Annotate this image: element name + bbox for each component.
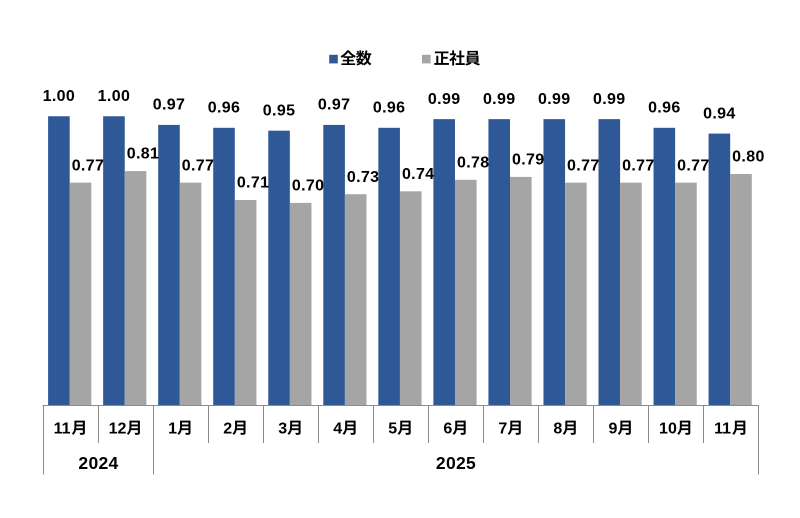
svg-text:0.77: 0.77 <box>72 157 105 174</box>
svg-text:0.77: 0.77 <box>622 157 655 174</box>
svg-text:11: 11 <box>714 421 731 438</box>
svg-text:0.97: 0.97 <box>318 97 351 114</box>
svg-text:0.95: 0.95 <box>263 102 296 119</box>
svg-text:0.80: 0.80 <box>732 149 765 166</box>
svg-text:0.70: 0.70 <box>292 177 325 194</box>
svg-text:0.97: 0.97 <box>153 97 186 114</box>
svg-text:0.74: 0.74 <box>402 166 435 183</box>
svg-text:12: 12 <box>109 421 127 438</box>
svg-text:4: 4 <box>333 421 342 438</box>
svg-text:6: 6 <box>443 421 452 438</box>
svg-text:0.96: 0.96 <box>208 100 241 117</box>
svg-text:10: 10 <box>659 421 677 438</box>
svg-text:1.00: 1.00 <box>98 88 131 105</box>
svg-text:0.77: 0.77 <box>677 157 710 174</box>
svg-text:3: 3 <box>278 421 287 438</box>
svg-text:0.99: 0.99 <box>593 91 626 108</box>
svg-text:2025: 2025 <box>436 453 476 473</box>
svg-text:9: 9 <box>608 421 617 438</box>
svg-text:5: 5 <box>388 421 397 438</box>
svg-text:0.96: 0.96 <box>373 100 406 117</box>
svg-text:0.99: 0.99 <box>483 91 516 108</box>
svg-text:8: 8 <box>553 421 562 438</box>
svg-text:0.96: 0.96 <box>648 100 681 117</box>
svg-text:0.81: 0.81 <box>127 146 160 163</box>
svg-text:0.94: 0.94 <box>703 105 736 122</box>
svg-text:0.71: 0.71 <box>237 175 270 192</box>
svg-text:0.99: 0.99 <box>428 91 461 108</box>
svg-text:1.00: 1.00 <box>43 88 76 105</box>
svg-text:0.73: 0.73 <box>347 169 380 186</box>
svg-text:2024: 2024 <box>78 453 118 473</box>
svg-text:2: 2 <box>223 421 232 438</box>
svg-text:0.99: 0.99 <box>538 91 571 108</box>
svg-text:0.79: 0.79 <box>512 151 545 168</box>
svg-text:7: 7 <box>498 421 507 438</box>
svg-text:1: 1 <box>168 421 177 438</box>
svg-text:11: 11 <box>54 421 71 438</box>
svg-text:0.77: 0.77 <box>567 157 600 174</box>
svg-text:0.78: 0.78 <box>457 154 490 171</box>
svg-text:0.77: 0.77 <box>182 157 215 174</box>
